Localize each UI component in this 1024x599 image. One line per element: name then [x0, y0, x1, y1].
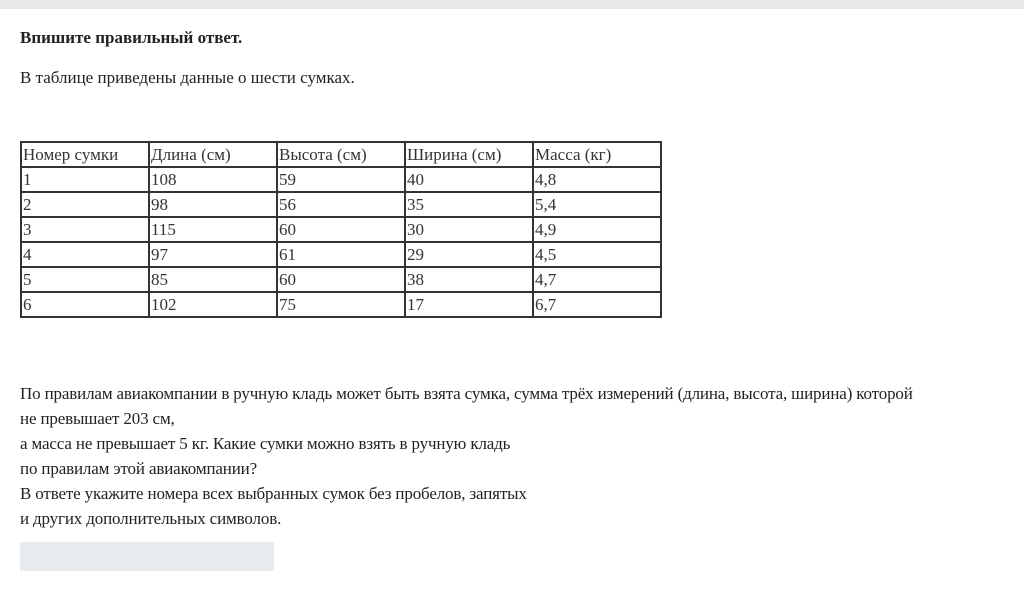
table-cell: 61	[276, 241, 406, 268]
table-cell: 59	[276, 166, 406, 193]
table-cell: Ширина (см)	[404, 141, 534, 168]
question-line: не превышает 203 см,	[20, 409, 175, 428]
table-cell: 85	[148, 266, 278, 293]
question-line: В ответе укажите номера всех выбранных с…	[20, 484, 527, 503]
table-header-row: Номер сумки Длина (см) Высота (см) Ширина (…	[20, 141, 662, 168]
table-cell: 5,4	[532, 191, 662, 218]
table-cell: 4,9	[532, 216, 662, 243]
table-row: 2 98 56 35 5,4	[20, 191, 662, 218]
top-bar	[0, 0, 1024, 9]
table-row: 3 115 60 30 4,9	[20, 216, 662, 243]
table-cell: 60	[276, 266, 406, 293]
table-cell: 6	[20, 291, 150, 318]
table-cell: 4	[20, 241, 150, 268]
table-cell: Масса (кг)	[532, 141, 662, 168]
table-cell: 35	[404, 191, 534, 218]
question-line: По правилам авиакомпании в ручную кладь …	[20, 384, 913, 403]
table-cell: 108	[148, 166, 278, 193]
table-cell: 3	[20, 216, 150, 243]
task-title: Впишите правильный ответ.	[20, 28, 243, 47]
table-cell: 17	[404, 291, 534, 318]
table-cell: 56	[276, 191, 406, 218]
table-cell: 4,7	[532, 266, 662, 293]
table-cell: 40	[404, 166, 534, 193]
table-cell: 98	[148, 191, 278, 218]
table-cell: 102	[148, 291, 278, 318]
task-intro: В таблице приведены данные о шести сумка…	[20, 68, 355, 87]
question-text: По правилам авиакомпании в ручную кладь …	[20, 381, 1020, 531]
table-cell: Длина (см)	[148, 141, 278, 168]
table-cell: 30	[404, 216, 534, 243]
answer-input[interactable]	[20, 542, 274, 571]
table-cell: 29	[404, 241, 534, 268]
table-cell: 1	[20, 166, 150, 193]
table-cell: 75	[276, 291, 406, 318]
question-line: по правилам этой авиакомпании?	[20, 459, 258, 478]
bags-table: Номер сумки Длина (см) Высота (см) Ширина (…	[20, 141, 662, 318]
table-cell: 97	[148, 241, 278, 268]
table-cell: 5	[20, 266, 150, 293]
table-cell: 2	[20, 191, 150, 218]
question-line: и других дополнительных символов.	[20, 509, 282, 528]
table-cell: 6,7	[532, 291, 662, 318]
table-cell: 115	[148, 216, 278, 243]
table-row: 1 108 59 40 4,8	[20, 166, 662, 193]
question-line: а масса не превышает 5 кг. Какие сумки м…	[20, 434, 511, 453]
table-cell: 38	[404, 266, 534, 293]
table-cell: 4,8	[532, 166, 662, 193]
table-row: 6 102 75 17 6,7	[20, 291, 662, 318]
table-cell: Номер сумки	[20, 141, 150, 168]
table-row: 5 85 60 38 4,7	[20, 266, 662, 293]
table-cell: 60	[276, 216, 406, 243]
table-row: 4 97 61 29 4,5	[20, 241, 662, 268]
table-cell: 4,5	[532, 241, 662, 268]
table-cell: Высота (см)	[276, 141, 406, 168]
